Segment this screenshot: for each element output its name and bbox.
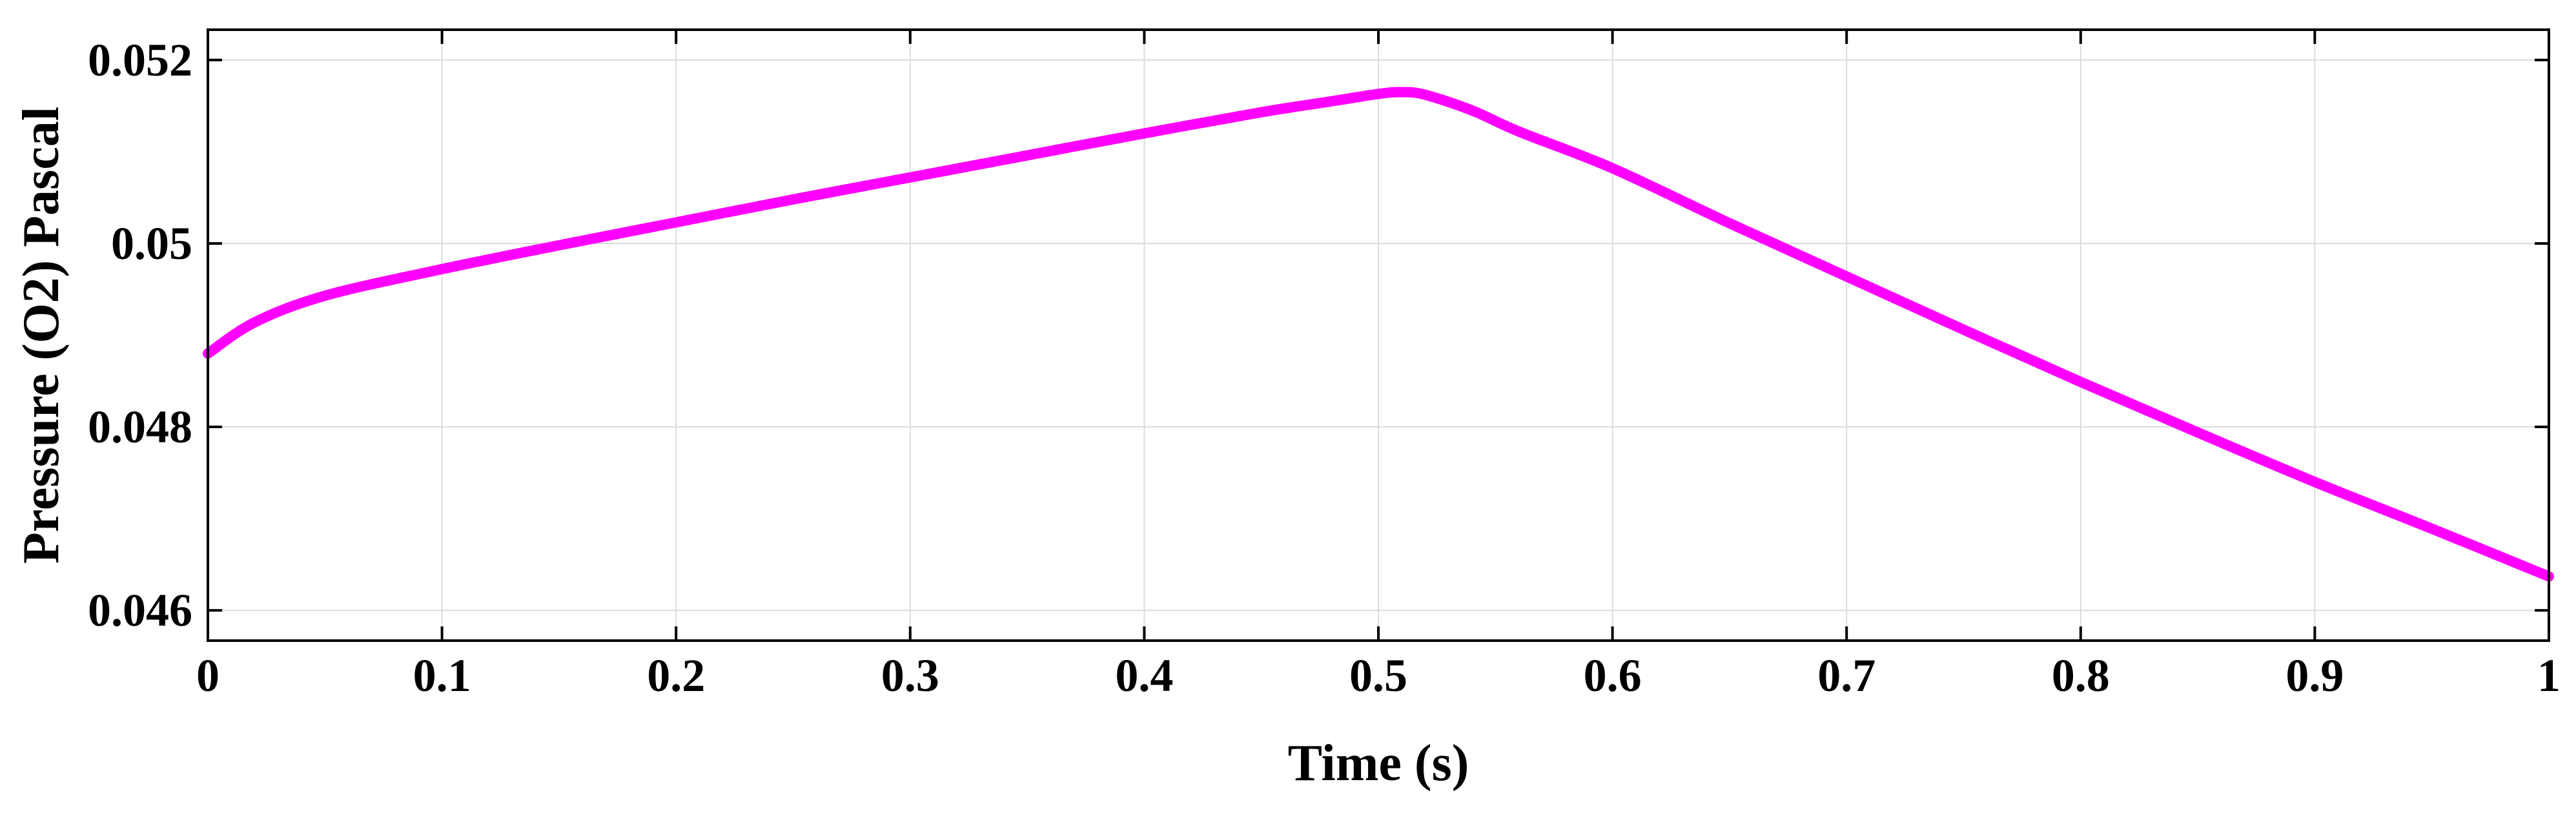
x-tick-label: 0: [196, 650, 220, 701]
y-tick-label: 0.052: [88, 34, 192, 86]
ticks: 0 0.1 0.2 0.3 0.4 0.5 0.6 0.7 0.8 0.9 1 0.046 0.048 0…: [88, 30, 2561, 701]
x-tick-label: 1: [2537, 650, 2561, 701]
x-tick-label: 0.9: [2285, 650, 2344, 701]
y-tick-label: 0.046: [88, 584, 192, 636]
series-line: [203, 87, 2554, 582]
x-tick-label: 0.4: [1115, 650, 1173, 701]
x-axis-label: Time (s): [1288, 735, 1469, 792]
y-axis-label: Pressure (O2) Pascal: [13, 107, 70, 564]
x-tick-label: 0.5: [1349, 650, 1407, 701]
y-tick-label: 0.048: [88, 401, 192, 453]
x-tick-label: 0.7: [1817, 650, 1876, 701]
x-tick-label: 0.1: [413, 650, 471, 701]
x-tick-label: 0.2: [647, 650, 705, 701]
grid: [208, 30, 2549, 641]
series-layer: [203, 87, 2554, 582]
x-tick-label: 0.3: [881, 650, 939, 701]
x-tick-label: 0.6: [1584, 650, 1642, 701]
y-tick-label: 0.05: [111, 218, 192, 269]
x-tick-label: 0.8: [2052, 650, 2110, 701]
